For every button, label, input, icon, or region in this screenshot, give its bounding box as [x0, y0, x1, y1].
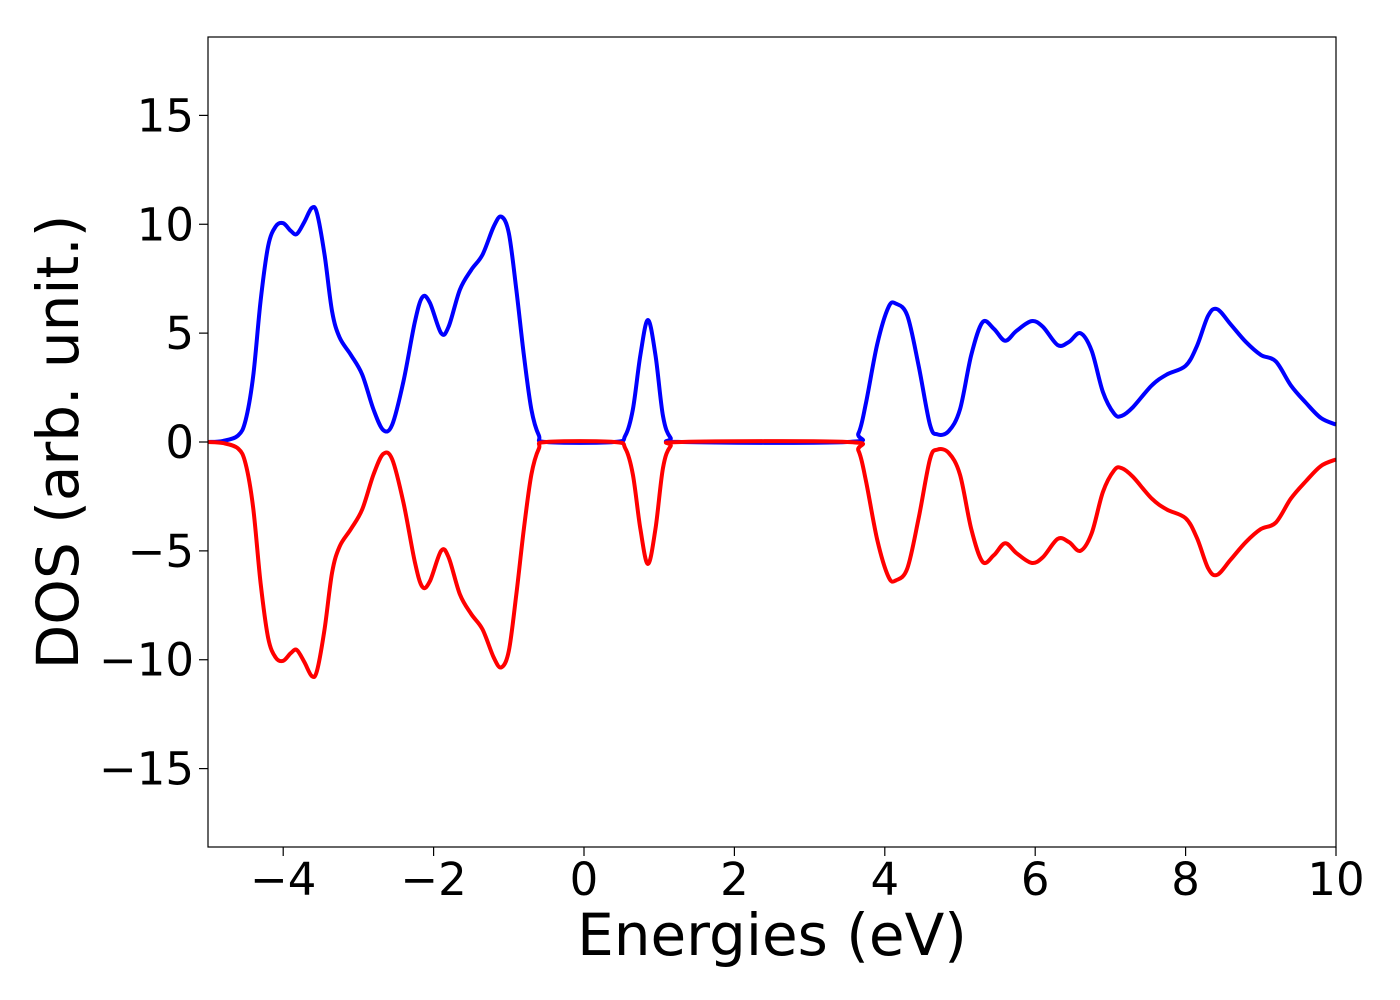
plot-lines [207, 204, 1337, 680]
x-tick-label: 10 [1307, 853, 1364, 906]
y-tick-label: −10 [99, 634, 194, 687]
y-tick-label: −5 [128, 525, 194, 578]
x-tick-label: 6 [1021, 853, 1050, 906]
x-tick-label: 4 [870, 853, 899, 906]
y-axis-label: DOS (arb. unit.) [24, 215, 92, 670]
x-tick-label: −4 [250, 853, 316, 906]
y-tick-label: −15 [99, 743, 194, 796]
y-axis: 15 10 5 0 −5 −10 −15 [99, 89, 208, 796]
y-tick-label: 5 [165, 307, 194, 360]
x-tick-label: 2 [720, 853, 749, 906]
x-tick-label: 8 [1171, 853, 1200, 906]
y-tick-label: 15 [137, 89, 194, 142]
series-line-spin-up [207, 204, 1337, 445]
x-axis-label: Energies (eV) [577, 901, 967, 969]
y-tick-label: 10 [137, 198, 194, 251]
x-tick-label: −2 [400, 853, 466, 906]
x-axis: −4 −2 0 2 4 6 8 10 [250, 847, 1365, 906]
series-line-spin-down [207, 439, 1337, 680]
y-tick-label: 0 [165, 416, 194, 469]
x-tick-label: 0 [570, 853, 599, 906]
